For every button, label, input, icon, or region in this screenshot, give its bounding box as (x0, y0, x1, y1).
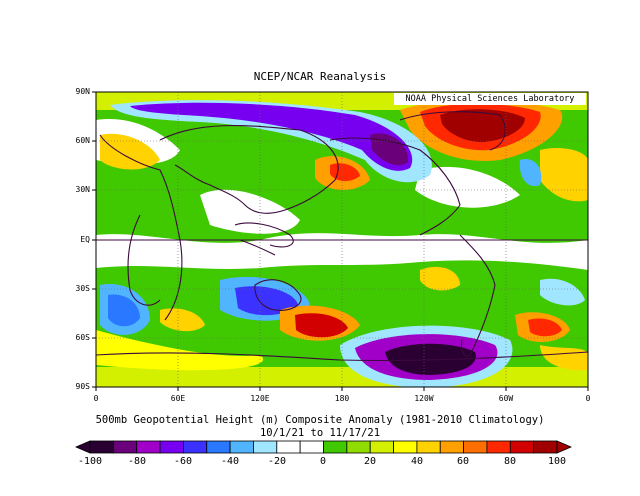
colorbar-swatch (346, 440, 371, 454)
colorbar-swatch (182, 440, 208, 454)
arctic-high-core (440, 109, 525, 143)
south-atlantic-cold-small (540, 278, 585, 306)
north-low-mid (130, 102, 413, 171)
coastlines (96, 111, 588, 362)
lon-label-0: 0 (93, 394, 99, 403)
colorbar-swatch (253, 440, 278, 454)
atlantic-white-region (415, 166, 520, 208)
colorbar-tick-label: 80 (503, 456, 517, 467)
se-pacific-warm-patch (420, 266, 460, 291)
atlantic-warm-patch (540, 148, 588, 202)
lat-label-60n: 60N (75, 136, 90, 145)
lon-label-120e: 120E (250, 394, 270, 403)
colorbar-tick-label: -60 (173, 456, 193, 467)
colorbar-tick-label: 40 (410, 456, 424, 467)
colorbar-tick-label: 60 (456, 456, 470, 467)
colorbar-swatch (439, 440, 465, 454)
lon-label-180: 180 (334, 394, 350, 403)
colorbar-swatch (136, 440, 161, 454)
lon-label-0-east: 0 (585, 394, 591, 403)
southern-yellow-band (96, 330, 264, 371)
colorbar-tick-label: -20 (267, 456, 287, 467)
colorbar-tick-label: -80 (127, 456, 147, 467)
maritime-white-region (200, 189, 300, 234)
colorbar-swatch (112, 440, 138, 454)
colorbar-right-arrow (556, 440, 573, 454)
lon-label-60w: 60W (498, 394, 514, 403)
colorbar-swatch (229, 440, 254, 454)
colorbar-swatch (393, 440, 418, 454)
colorbar-swatch (159, 440, 184, 454)
south-pacific-high-core (295, 313, 348, 338)
lat-label-30s: 30S (75, 284, 90, 293)
colorbar-tick-label: -100 (77, 456, 103, 467)
colorbar-swatch (206, 440, 231, 454)
credit-label: NOAA Physical Sciences Laboratory (394, 93, 586, 105)
colorbar-swatch (299, 440, 324, 454)
lat-label-eq: EQ (80, 235, 90, 244)
pacific-warm-core (330, 163, 360, 182)
north-pacific-low-core (370, 133, 409, 166)
colorbar-swatch (533, 440, 558, 454)
colorbar-swatch (323, 440, 348, 454)
lon-label-120w: 120W (414, 394, 434, 403)
lat-label-90s: 90S (75, 382, 90, 391)
colorbar-swatch (509, 440, 535, 454)
south-atlantic-cold-core (108, 294, 140, 327)
south-atlantic-high-core (528, 318, 562, 337)
colorbar-tick-label: 20 (363, 456, 377, 467)
colorbar-swatch (276, 440, 301, 454)
lat-label-30n: 30N (75, 185, 90, 194)
south-indian-warm-patch (160, 308, 205, 332)
colorbar-swatch (89, 440, 114, 454)
colorbar-tick-label: 100 (547, 456, 567, 467)
atlantic-cold-patch (519, 159, 542, 187)
colorbar-swatch (416, 440, 441, 454)
caption-line-2: 10/1/21 to 11/17/21 (259, 427, 381, 439)
colorbar-swatch (463, 440, 488, 454)
colorbar (74, 440, 573, 454)
colorbar-swatch (369, 440, 394, 454)
colorbar-left-arrow (74, 440, 91, 454)
colorbar-tick-label: 0 (319, 456, 327, 467)
lat-label-90n: 90N (75, 87, 90, 96)
indian-ocean-low-core (235, 286, 298, 316)
axis-ticks (92, 91, 589, 391)
caption-line-1: 500mb Geopotential Height (m) Composite … (95, 414, 545, 426)
lon-label-60e: 60E (170, 394, 186, 403)
chart-title: NCEP/NCAR Reanalysis (253, 70, 387, 83)
colorbar-swatch (486, 440, 511, 454)
lat-label-60s: 60S (75, 333, 90, 342)
europe-warm-patch (100, 133, 160, 170)
south-atlantic-polar-warm (540, 345, 588, 371)
colorbar-tick-label: -40 (220, 456, 240, 467)
